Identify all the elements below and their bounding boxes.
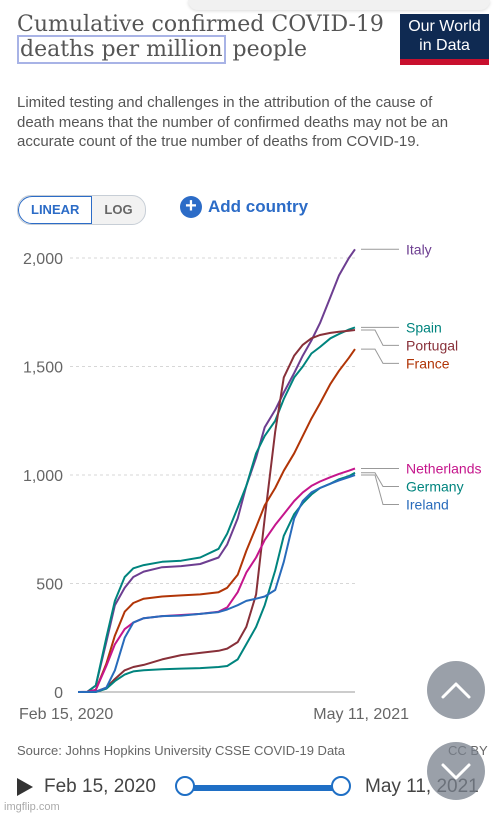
series-line: [78, 474, 356, 693]
x-tick-label: Feb 15, 2020: [19, 706, 113, 723]
scale-toggle: LINEAR LOG: [17, 195, 146, 225]
timeline-start-label: Feb 15, 2020: [44, 776, 156, 797]
label-leader-line: [361, 474, 399, 505]
scroll-down-button[interactable]: [427, 742, 485, 800]
series-label: France: [406, 355, 450, 371]
owid-logo[interactable]: Our World in Data: [400, 14, 489, 65]
chevron-up-icon: [441, 682, 471, 699]
chart-title: Cumulative confirmed COVID-19 deaths per…: [17, 12, 387, 64]
scale-option-log[interactable]: LOG: [104, 202, 133, 217]
timeline-end-handle[interactable]: [331, 776, 351, 796]
series-label: Italy: [406, 241, 432, 257]
plus-icon: +: [180, 196, 202, 218]
logo-line-1: Our World: [408, 18, 481, 35]
title-highlight: deaths per million: [17, 35, 226, 64]
series-label: Spain: [406, 319, 442, 335]
series-label: Ireland: [406, 496, 449, 512]
source-note: Source: Johns Hopkins University CSSE CO…: [17, 743, 346, 758]
label-leader-line: [361, 348, 399, 364]
play-icon[interactable]: [17, 778, 33, 796]
series-line: [78, 467, 356, 693]
logo-line-2: in Data: [419, 37, 470, 54]
series-label: Netherlands: [406, 460, 482, 476]
timeline-start-handle[interactable]: [175, 776, 195, 796]
series-line: [78, 326, 356, 693]
timeline: Feb 15, 2020 May 11, 2021: [0, 770, 500, 804]
add-country-button[interactable]: + Add country: [180, 196, 308, 218]
series-line: [78, 329, 356, 693]
label-leader-line: [361, 329, 399, 346]
watermark: imgflip.com: [4, 801, 60, 813]
top-popup-bar: [188, 0, 490, 10]
x-tick-label: May 11, 2021: [313, 706, 409, 723]
line-chart: 0 500 1,000 1,500 2,000 Feb 15, 2020 May 11, 2…: [19, 241, 482, 723]
label-leader-line: [361, 472, 399, 487]
chart-subtitle: Limited testing and challenges in the at…: [17, 94, 449, 150]
series-label: Germany: [406, 478, 464, 494]
y-tick-label: 1,500: [23, 360, 63, 377]
title-text-2: people: [225, 37, 308, 62]
add-country-label: Add country: [208, 197, 309, 216]
scroll-up-button[interactable]: [427, 661, 485, 719]
series-line: [78, 471, 356, 693]
title-text-1: Cumulative confirmed COVID-19: [17, 12, 384, 37]
y-tick-label: 2,000: [23, 251, 63, 268]
timeline-track[interactable]: [185, 785, 341, 791]
y-tick-label: 0: [54, 685, 63, 702]
y-tick-label: 500: [36, 577, 63, 594]
series-label: Portugal: [406, 337, 458, 353]
chevron-down-icon: [441, 763, 471, 780]
series-line: [78, 348, 356, 693]
series-line: [77, 248, 356, 693]
scale-option-linear[interactable]: LINEAR: [18, 196, 93, 224]
y-tick-label: 1,000: [23, 468, 63, 485]
